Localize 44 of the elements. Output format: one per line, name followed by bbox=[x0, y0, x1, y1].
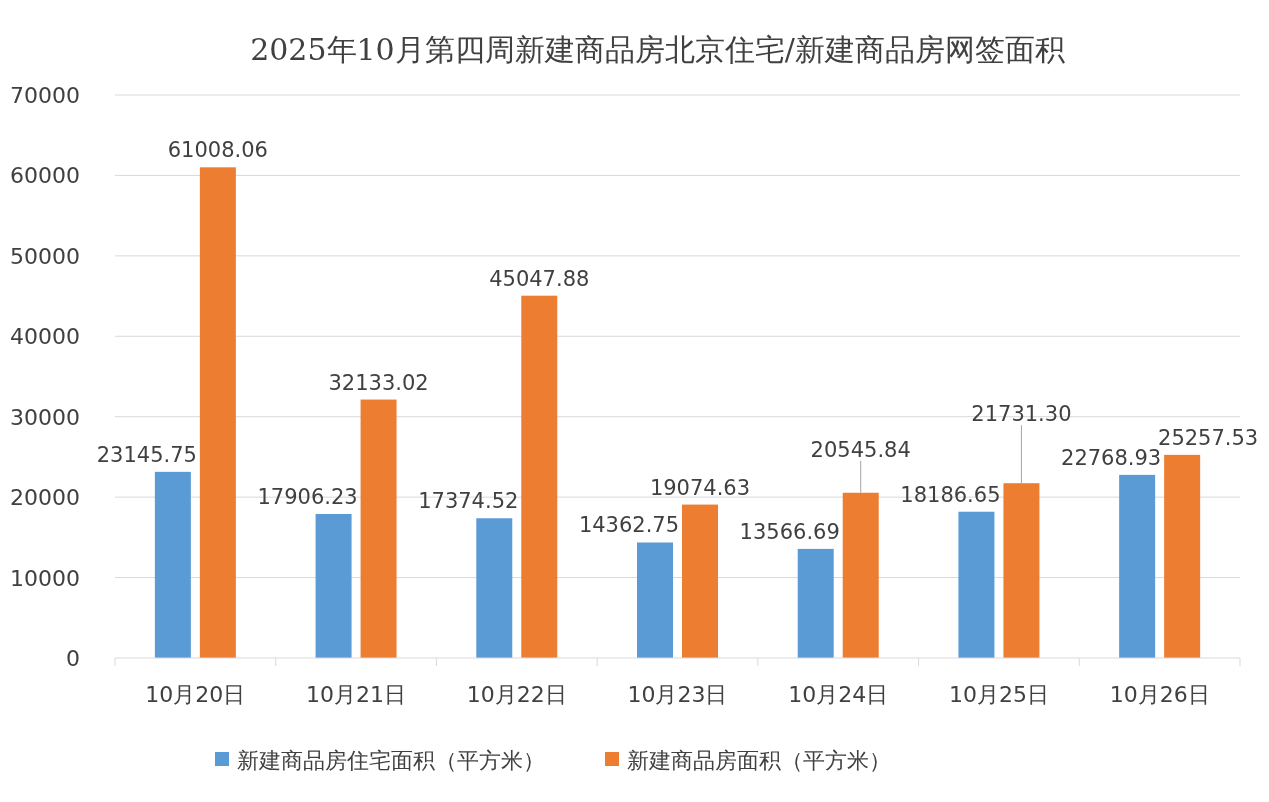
bar bbox=[797, 548, 834, 658]
x-tick-label: 10月24日 bbox=[788, 682, 889, 707]
bar bbox=[958, 511, 995, 658]
bar bbox=[315, 513, 352, 658]
data-label: 19074.63 bbox=[649, 475, 751, 500]
bar bbox=[842, 492, 879, 658]
bar bbox=[154, 471, 191, 658]
bar bbox=[1164, 454, 1201, 658]
data-label: 14362.75 bbox=[578, 513, 680, 538]
y-tick-label: 30000 bbox=[10, 404, 80, 430]
y-tick-label: 40000 bbox=[10, 324, 80, 350]
y-tick-label: 20000 bbox=[10, 485, 80, 511]
data-label: 61008.06 bbox=[167, 138, 268, 163]
y-tick-label: 70000 bbox=[10, 83, 80, 108]
data-label: 17374.52 bbox=[418, 489, 519, 514]
data-label: 23145.75 bbox=[96, 442, 197, 467]
bar bbox=[199, 167, 236, 658]
x-tick-label: 10月26日 bbox=[1109, 682, 1210, 707]
data-label: 17906.23 bbox=[257, 484, 358, 509]
data-label: 18186.65 bbox=[900, 482, 1001, 507]
data-label: 45047.88 bbox=[489, 266, 590, 291]
x-tick-label: 10月22日 bbox=[466, 682, 567, 707]
x-tick-label: 10月23日 bbox=[627, 682, 728, 707]
y-tick-label: 60000 bbox=[10, 163, 80, 189]
bar bbox=[521, 295, 558, 658]
chart-title: 2025年10月第四周新建商品房北京住宅/新建商品房网签面积 bbox=[250, 32, 1065, 67]
legend-label: 新建商品房住宅面积（平方米） bbox=[237, 748, 545, 773]
bar bbox=[476, 518, 513, 658]
bar bbox=[1119, 474, 1156, 658]
x-tick-label: 10月21日 bbox=[306, 682, 407, 707]
data-label: 20545.84 bbox=[810, 437, 911, 462]
bar bbox=[360, 399, 397, 658]
x-tick-label: 10月25日 bbox=[948, 682, 1049, 707]
bar bbox=[1003, 483, 1040, 658]
data-label: 21731.30 bbox=[971, 402, 1072, 427]
bar bbox=[637, 542, 673, 658]
data-label: 13566.69 bbox=[739, 519, 840, 544]
data-label: 32133.02 bbox=[328, 370, 429, 395]
legend-label: 新建商品房面积（平方米） bbox=[627, 748, 891, 773]
y-tick-label: 0 bbox=[66, 646, 80, 671]
y-tick-label: 10000 bbox=[10, 565, 80, 591]
y-tick-label: 50000 bbox=[10, 243, 80, 269]
bar bbox=[682, 504, 718, 658]
x-tick-label: 10月20日 bbox=[145, 682, 246, 707]
